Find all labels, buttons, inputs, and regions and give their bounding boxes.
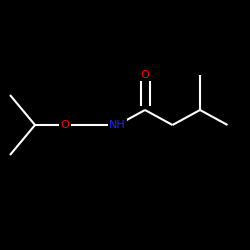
Text: O: O — [140, 70, 149, 80]
Text: NH: NH — [109, 120, 126, 130]
Text: O: O — [60, 120, 70, 130]
